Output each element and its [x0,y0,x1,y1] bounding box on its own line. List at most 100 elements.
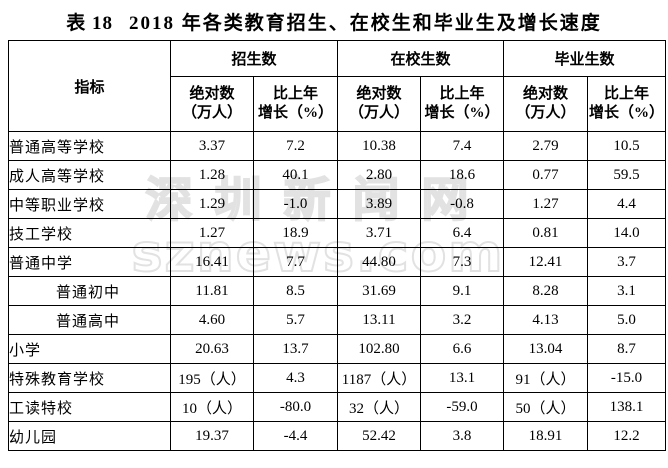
cell-value: 1.28 [170,160,254,190]
header-students-growth: 比上年 增长（%） [420,76,504,132]
cell-value: 7.4 [420,131,504,161]
cell-value: 13.04 [503,334,588,364]
cell-value: 13.7 [253,334,338,364]
cell-value: 40.1 [253,160,338,190]
header-sub-row: 绝对数 （万人） 比上年 增长（%） 绝对数 （万人） 比上年 增长（%） 绝对… [9,76,666,132]
header-students-absolute: 绝对数 （万人） [337,76,421,132]
cell-value: 31.69 [337,276,421,306]
header-enrollment-growth: 比上年 增长（%） [253,76,338,132]
cell-value: 3.89 [337,189,421,219]
header-line: 增长（%） [257,105,333,121]
header-indicator: 指标 [8,40,171,132]
table-row: 幼儿园 19.37 -4.4 52.42 3.8 18.91 12.2 [8,421,666,451]
cell-value: 3.7 [587,247,666,277]
cell-value: 138.1 [587,392,666,422]
cell-value: 5.7 [253,305,338,335]
cell-value: -59.0 [420,392,504,422]
cell-value: 4.3 [253,363,338,393]
cell-value: 10.38 [337,131,421,161]
table-row: 普通中学 16.41 7.7 44.80 7.3 12.41 3.7 [8,247,666,277]
cell-value: 19.37 [170,421,254,451]
table-row: 普通高等学校 3.37 7.2 10.38 7.4 2.79 10.5 [8,131,666,161]
cell-value: 6.6 [420,334,504,364]
header-line: 比上年 [603,86,649,102]
cell-value: 6.4 [420,218,504,248]
row-label: 普通中学 [8,247,171,277]
cell-value: 50（人） [503,392,588,422]
cell-value: 44.80 [337,247,421,277]
cell-value: 10.5 [587,131,666,161]
header-graduates-growth: 比上年 增长（%） [587,76,666,132]
header-graduates-absolute: 绝对数 （万人） [503,76,588,132]
cell-value: 0.81 [503,218,588,248]
table-row: 小学 20.63 13.7 102.80 6.6 13.04 8.7 [8,334,666,364]
cell-value: 20.63 [170,334,254,364]
row-label: 普通高中 [8,305,171,335]
cell-value: 7.3 [420,247,504,277]
row-label: 小学 [8,334,171,364]
cell-value: 18.9 [253,218,338,248]
row-label: 技工学校 [8,218,171,248]
cell-value: 3.71 [337,218,421,248]
table-row: 成人高等学校 1.28 40.1 2.80 18.6 0.77 59.5 [8,160,666,190]
cell-value: 3.1 [587,276,666,306]
table-title: 表 18 2018 年各类教育招生、在校生和毕业生及增长速度 [0,8,668,35]
header-line: 比上年 [439,86,485,102]
cell-value: -1.0 [253,189,338,219]
cell-value: -0.8 [420,189,504,219]
cell-value: 4.4 [587,189,666,219]
cell-value: 10（人） [170,392,254,422]
cell-value: 5.0 [587,305,666,335]
cell-value: 91（人） [503,363,588,393]
cell-value: 3.8 [420,421,504,451]
cell-value: 3.2 [420,305,504,335]
cell-value: 4.13 [503,305,588,335]
table-row: 特殊教育学校 195（人） 4.3 1187（人） 13.1 91（人） -15… [8,363,666,393]
cell-value: 195（人） [170,363,254,393]
cell-value: 13.11 [337,305,421,335]
cell-value: 0.77 [503,160,588,190]
cell-value: 14.0 [587,218,666,248]
cell-value: -4.4 [253,421,338,451]
header-line: （万人） [181,105,242,121]
cell-value: 2.79 [503,131,588,161]
row-label: 幼儿园 [8,421,171,451]
header-line: 绝对数 [189,86,235,102]
header-line: 增长（%） [424,105,500,121]
header-line: 绝对数 [356,86,402,102]
table-row: 工读特校 10（人） -80.0 32（人） -59.0 50（人） 138.1 [8,392,666,422]
row-label: 普通初中 [8,276,171,306]
table-row: 普通初中 11.81 8.5 31.69 9.1 8.28 3.1 [8,276,666,306]
header-line: 比上年 [272,86,318,102]
cell-value: 9.1 [420,276,504,306]
cell-value: 1.27 [503,189,588,219]
cell-value: 8.7 [587,334,666,364]
header-line: （万人） [348,105,409,121]
cell-value: 8.28 [503,276,588,306]
cell-value: 7.7 [253,247,338,277]
row-label: 成人高等学校 [8,160,171,190]
cell-value: 1.27 [170,218,254,248]
header-line: （万人） [515,105,576,121]
row-label: 普通高等学校 [8,131,171,161]
cell-value: 32（人） [337,392,421,422]
cell-value: 12.2 [587,421,666,451]
cell-value: -80.0 [253,392,338,422]
education-stats-table: 指标 招生数 在校生数 毕业生数 绝对数 （万人） 比上年 增长（%） 绝对数 … [8,40,666,451]
header-group-enrollment: 招生数 [170,40,338,77]
cell-value: 7.2 [253,131,338,161]
cell-value: 12.41 [503,247,588,277]
cell-value: 11.81 [170,276,254,306]
table-row: 中等职业学校 1.29 -1.0 3.89 -0.8 1.27 4.4 [8,189,666,219]
cell-value: 1.29 [170,189,254,219]
row-label: 工读特校 [8,392,171,422]
table-number-label: 表 18 [66,13,113,34]
header-group-graduates: 毕业生数 [503,40,666,77]
header-enrollment-absolute: 绝对数 （万人） [170,76,254,132]
table-row: 技工学校 1.27 18.9 3.71 6.4 0.81 14.0 [8,218,666,248]
cell-value: 3.37 [170,131,254,161]
header-group-row: 指标 招生数 在校生数 毕业生数 [8,40,666,132]
row-label: 中等职业学校 [8,189,171,219]
header-group-students: 在校生数 [337,40,504,77]
